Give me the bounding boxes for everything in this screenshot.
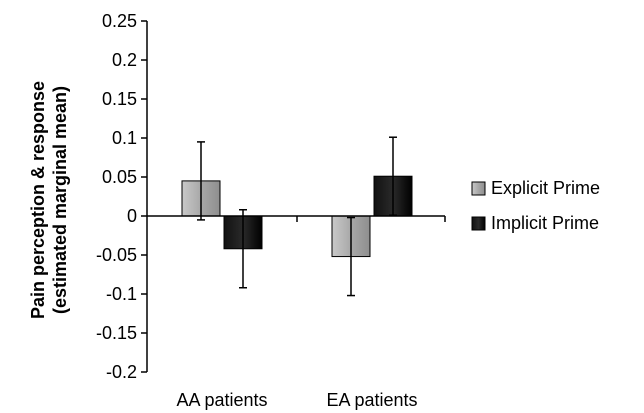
y-tick-label: 0.05 (102, 167, 137, 187)
legend-swatch (471, 181, 486, 196)
y-tick-label: 0.1 (112, 128, 137, 148)
axes (146, 21, 446, 372)
legend: Explicit Prime Implicit Prime (471, 178, 600, 233)
legend-swatch (471, 216, 486, 231)
x-category-label: AA patients (176, 390, 267, 410)
legend-label: Explicit Prime (491, 178, 600, 198)
y-tick-label: -0.15 (96, 323, 137, 343)
y-tick-label: 0.15 (102, 89, 137, 109)
y-tick-label: -0.2 (106, 362, 137, 382)
bars (181, 136, 413, 297)
y-tick-label: -0.05 (96, 245, 137, 265)
y-axis-title-line-1: Pain perception & response (28, 81, 48, 319)
y-tick-label: 0.25 (102, 11, 137, 31)
category-labels: AA patients EA patients (176, 390, 417, 410)
y-tick-label: 0.2 (112, 50, 137, 70)
y-axis-title-line-2: (estimated marginal mean) (50, 86, 70, 314)
y-tick-label: -0.1 (106, 284, 137, 304)
x-category-label: EA patients (326, 390, 417, 410)
y-axis-ticks: 0.25 0.2 0.15 0.1 0.05 0 -0.05 -0.1 -0.15 -0.2 (96, 11, 147, 382)
y-axis-title: Pain perception & response (estimated ma… (28, 81, 70, 319)
y-tick-label: 0 (127, 206, 137, 226)
legend-label: Implicit Prime (491, 213, 599, 233)
